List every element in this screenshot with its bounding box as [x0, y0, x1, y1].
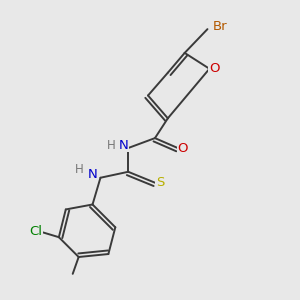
- Text: H: H: [75, 163, 84, 176]
- Text: H: H: [107, 139, 116, 152]
- Text: O: O: [209, 62, 220, 75]
- Text: N: N: [118, 139, 128, 152]
- Text: Cl: Cl: [30, 225, 43, 238]
- Text: N: N: [88, 168, 98, 181]
- Text: S: S: [156, 176, 164, 189]
- Text: Br: Br: [212, 20, 227, 33]
- Text: O: O: [177, 142, 188, 154]
